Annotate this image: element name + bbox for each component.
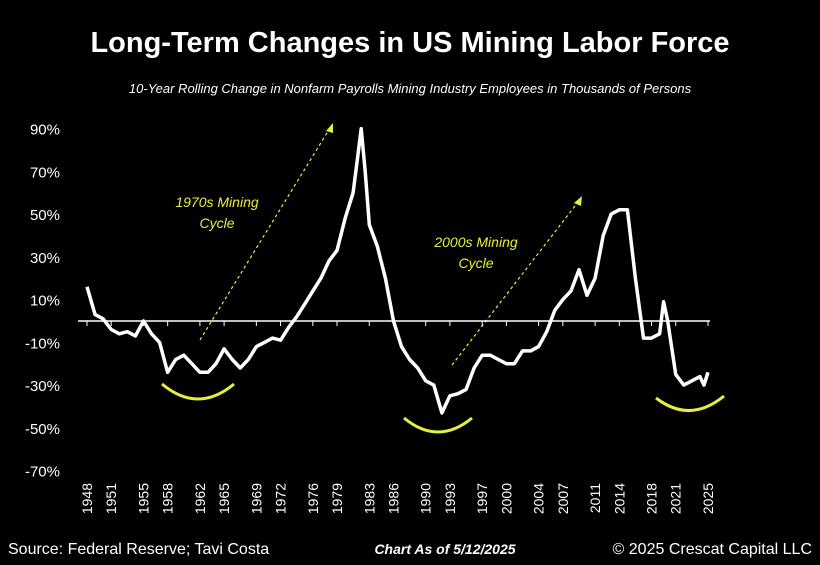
chart-title: Long-Term Changes in US Mining Labor For… [90, 27, 729, 59]
x-tick-label: 1972 [273, 483, 289, 514]
x-tick-label: 2011 [587, 483, 603, 513]
x-tick-label: 1958 [160, 483, 176, 514]
x-tick-label: 2021 [668, 483, 684, 514]
trough-arc [403, 416, 473, 434]
source: Source: Federal Reserve; Tavi Costa [8, 541, 269, 558]
x-tick-label: 1986 [385, 483, 401, 514]
annotation: Cycle [199, 215, 234, 231]
x-tick-label: 2014 [611, 483, 627, 514]
y-tick-label: -10% [25, 335, 60, 352]
y-tick-label: 50% [30, 207, 60, 224]
trend-arrow [451, 201, 579, 366]
x-tick-label: 1997 [474, 483, 490, 514]
x-tick-label: 1976 [305, 483, 321, 514]
data-line [85, 126, 710, 415]
y-tick-label: -50% [25, 421, 60, 438]
annotation: 1970s Mining [175, 194, 258, 210]
y-tick-label: 90% [30, 122, 60, 139]
y-tick-label: -70% [25, 464, 60, 481]
x-tick-label: 1955 [135, 483, 151, 514]
arrow-head [326, 123, 333, 133]
x-tick-label: 2000 [498, 483, 514, 514]
x-tick-label: 2025 [700, 483, 716, 514]
x-tick-label: 1965 [216, 483, 232, 514]
trough-arc [161, 382, 235, 401]
x-tick-label: 1990 [418, 483, 434, 514]
y-tick-label: 70% [30, 164, 60, 181]
x-tick-label: 1983 [361, 483, 377, 514]
y-tick-label: 30% [30, 250, 60, 267]
chart-subtitle: 10-Year Rolling Change in Nonfarm Payrol… [129, 81, 692, 96]
x-tick-label: 2018 [644, 483, 660, 514]
arrow-head [574, 196, 582, 206]
y-tick-label: -30% [25, 378, 60, 395]
x-tick-label: 1969 [248, 483, 264, 514]
y-tick-label: 10% [30, 293, 60, 310]
x-tick-label: 2004 [531, 483, 547, 514]
x-tick-label: 2007 [555, 483, 571, 514]
annotation: 2000s Mining [433, 234, 517, 250]
date-note: Chart As of 5/12/2025 [374, 541, 515, 557]
copyright: © 2025 Crescat Capital LLC [613, 541, 812, 558]
trough-arc [655, 394, 725, 412]
x-tick-label: 1951 [103, 483, 119, 514]
x-tick-label: 1962 [192, 483, 208, 514]
annotation: Cycle [458, 255, 493, 271]
x-tick-label: 1993 [442, 483, 458, 514]
x-tick-label: 1948 [79, 483, 95, 514]
x-tick-label: 1979 [329, 483, 345, 514]
